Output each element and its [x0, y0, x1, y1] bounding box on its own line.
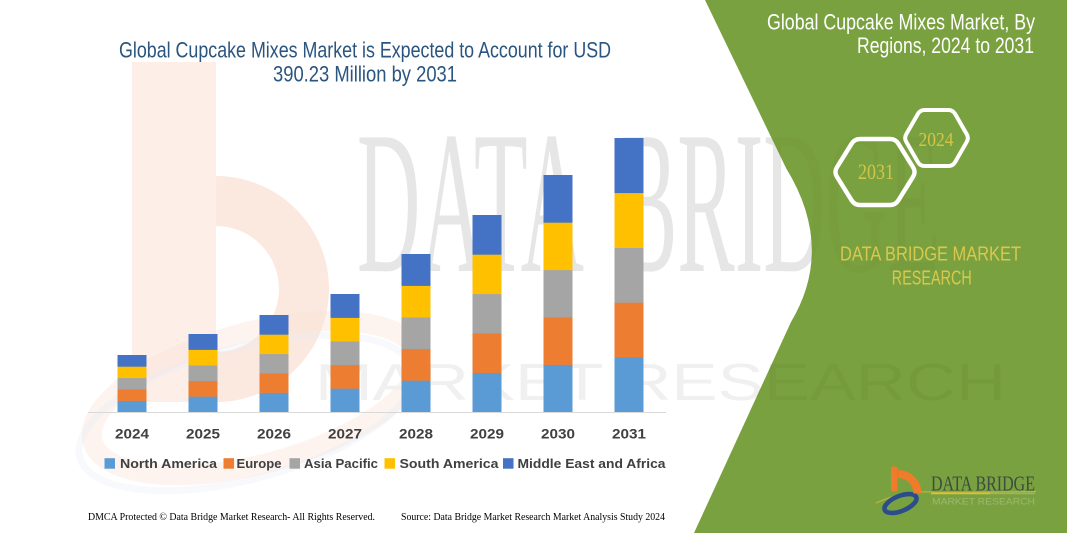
svg-text:DMCA Protected © Data Bridge M: DMCA Protected © Data Bridge Market Rese…: [88, 512, 375, 523]
svg-text:Asia Pacific: Asia Pacific: [304, 456, 378, 471]
svg-text:DATA BRIDGE MARKET: DATA BRIDGE MARKET: [840, 244, 1021, 266]
svg-text:390.23 Million by 2031: 390.23 Million by 2031: [273, 62, 457, 87]
svg-text:2031: 2031: [858, 159, 894, 184]
svg-text:Middle East and Africa: Middle East and Africa: [518, 456, 667, 471]
svg-text:Global Cupcake Mixes Market, B: Global Cupcake Mixes Market, By: [767, 10, 1035, 35]
svg-text:Source: Data Bridge Market Res: Source: Data Bridge Market Research Mark…: [401, 512, 666, 523]
svg-text:RESEARCH: RESEARCH: [892, 268, 972, 290]
svg-text:2028: 2028: [399, 426, 433, 442]
svg-text:Regions, 2024 to 2031: Regions, 2024 to 2031: [857, 33, 1034, 58]
svg-text:2024: 2024: [115, 426, 149, 442]
svg-text:2031: 2031: [612, 426, 646, 442]
svg-text:MARKET RESEARCH: MARKET RESEARCH: [932, 497, 1035, 508]
svg-text:2029: 2029: [470, 426, 504, 442]
svg-text:DATA BRIDGE: DATA BRIDGE: [931, 472, 1035, 496]
svg-text:2026: 2026: [257, 426, 291, 442]
svg-text:South America: South America: [400, 456, 500, 471]
svg-text:Europe: Europe: [237, 456, 282, 471]
svg-text:2025: 2025: [186, 426, 220, 442]
svg-text:2024: 2024: [919, 129, 954, 151]
svg-text:North America: North America: [120, 456, 218, 471]
svg-text:2027: 2027: [328, 426, 362, 442]
svg-text:Global Cupcake Mixes Market is: Global Cupcake Mixes Market is Expected …: [119, 38, 611, 63]
svg-text:2030: 2030: [541, 426, 575, 442]
